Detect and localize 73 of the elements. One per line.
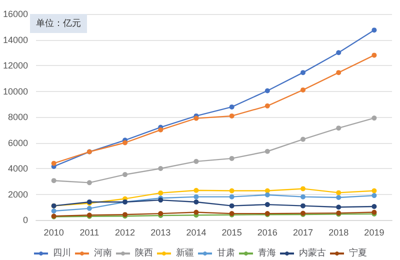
point: [229, 194, 234, 200]
point: [300, 70, 306, 76]
point: [122, 140, 128, 146]
point: [300, 194, 306, 200]
x-tick-label: 2013: [150, 228, 171, 238]
legend-label: 甘肃: [217, 248, 235, 258]
point: [158, 190, 164, 196]
y-tick-label: 8000: [8, 112, 28, 122]
point: [336, 50, 342, 56]
y-tick-label: 2000: [8, 189, 28, 200]
point: [194, 210, 199, 215]
legend-label: 四川: [53, 248, 71, 258]
point: [372, 204, 377, 209]
point: [229, 156, 234, 161]
point: [194, 199, 199, 204]
y-tick-label: 14000: [2, 34, 28, 45]
point: [336, 194, 342, 200]
legend-label: 内蒙古: [299, 248, 326, 258]
point: [372, 28, 377, 33]
legend-label: 陕西: [135, 248, 153, 258]
y-tick-label: 12000: [2, 60, 28, 70]
point: [51, 178, 56, 184]
point: [194, 158, 199, 164]
x-tick-label: 2010: [44, 228, 64, 238]
y-tick-label: 4000: [8, 164, 28, 174]
point: [264, 88, 270, 94]
point: [229, 188, 234, 194]
point: [372, 193, 377, 198]
point: [336, 190, 342, 196]
annotation: 单位：亿元: [30, 14, 87, 33]
x-tick-label: 2018: [328, 228, 349, 238]
point: [300, 186, 306, 192]
x-tick-label: 2014: [186, 228, 206, 238]
point: [372, 52, 377, 58]
point: [229, 113, 234, 118]
point: [336, 126, 342, 131]
point: [264, 202, 270, 208]
point: [336, 70, 342, 76]
point: [194, 194, 199, 200]
point: [229, 104, 234, 110]
point: [158, 127, 164, 132]
legend-label: 青海: [258, 248, 276, 258]
legend-label: 河南: [94, 248, 112, 258]
x-tick-label: 2015: [222, 228, 242, 238]
point: [122, 172, 128, 178]
point: [194, 116, 199, 121]
point: [372, 116, 377, 121]
x-tick-label: 2016: [257, 228, 278, 238]
point: [229, 203, 234, 208]
point: [336, 204, 342, 210]
legend-label: 新疆: [176, 248, 194, 258]
y-tick-label: 6000: [8, 138, 28, 148]
point: [264, 148, 270, 154]
point: [264, 103, 270, 108]
point: [158, 166, 164, 171]
point: [264, 192, 270, 198]
x-tick-label: 2011: [80, 228, 100, 238]
point: [86, 206, 92, 211]
point: [194, 188, 199, 193]
x-tick-label: 2019: [364, 228, 384, 238]
point: [372, 188, 377, 194]
y-tick-label: 0: [23, 215, 28, 225]
point: [86, 180, 92, 186]
point: [51, 208, 56, 214]
x-tick-label: 2012: [115, 228, 136, 238]
point: [51, 160, 56, 166]
x-tick-label: 2017: [292, 228, 314, 238]
point: [300, 136, 306, 142]
point: [300, 87, 306, 92]
legend-label: 宁夏: [349, 248, 367, 258]
y-tick-label: 10000: [2, 86, 28, 96]
point: [300, 203, 306, 208]
y-tick-label: 16000: [2, 9, 28, 19]
